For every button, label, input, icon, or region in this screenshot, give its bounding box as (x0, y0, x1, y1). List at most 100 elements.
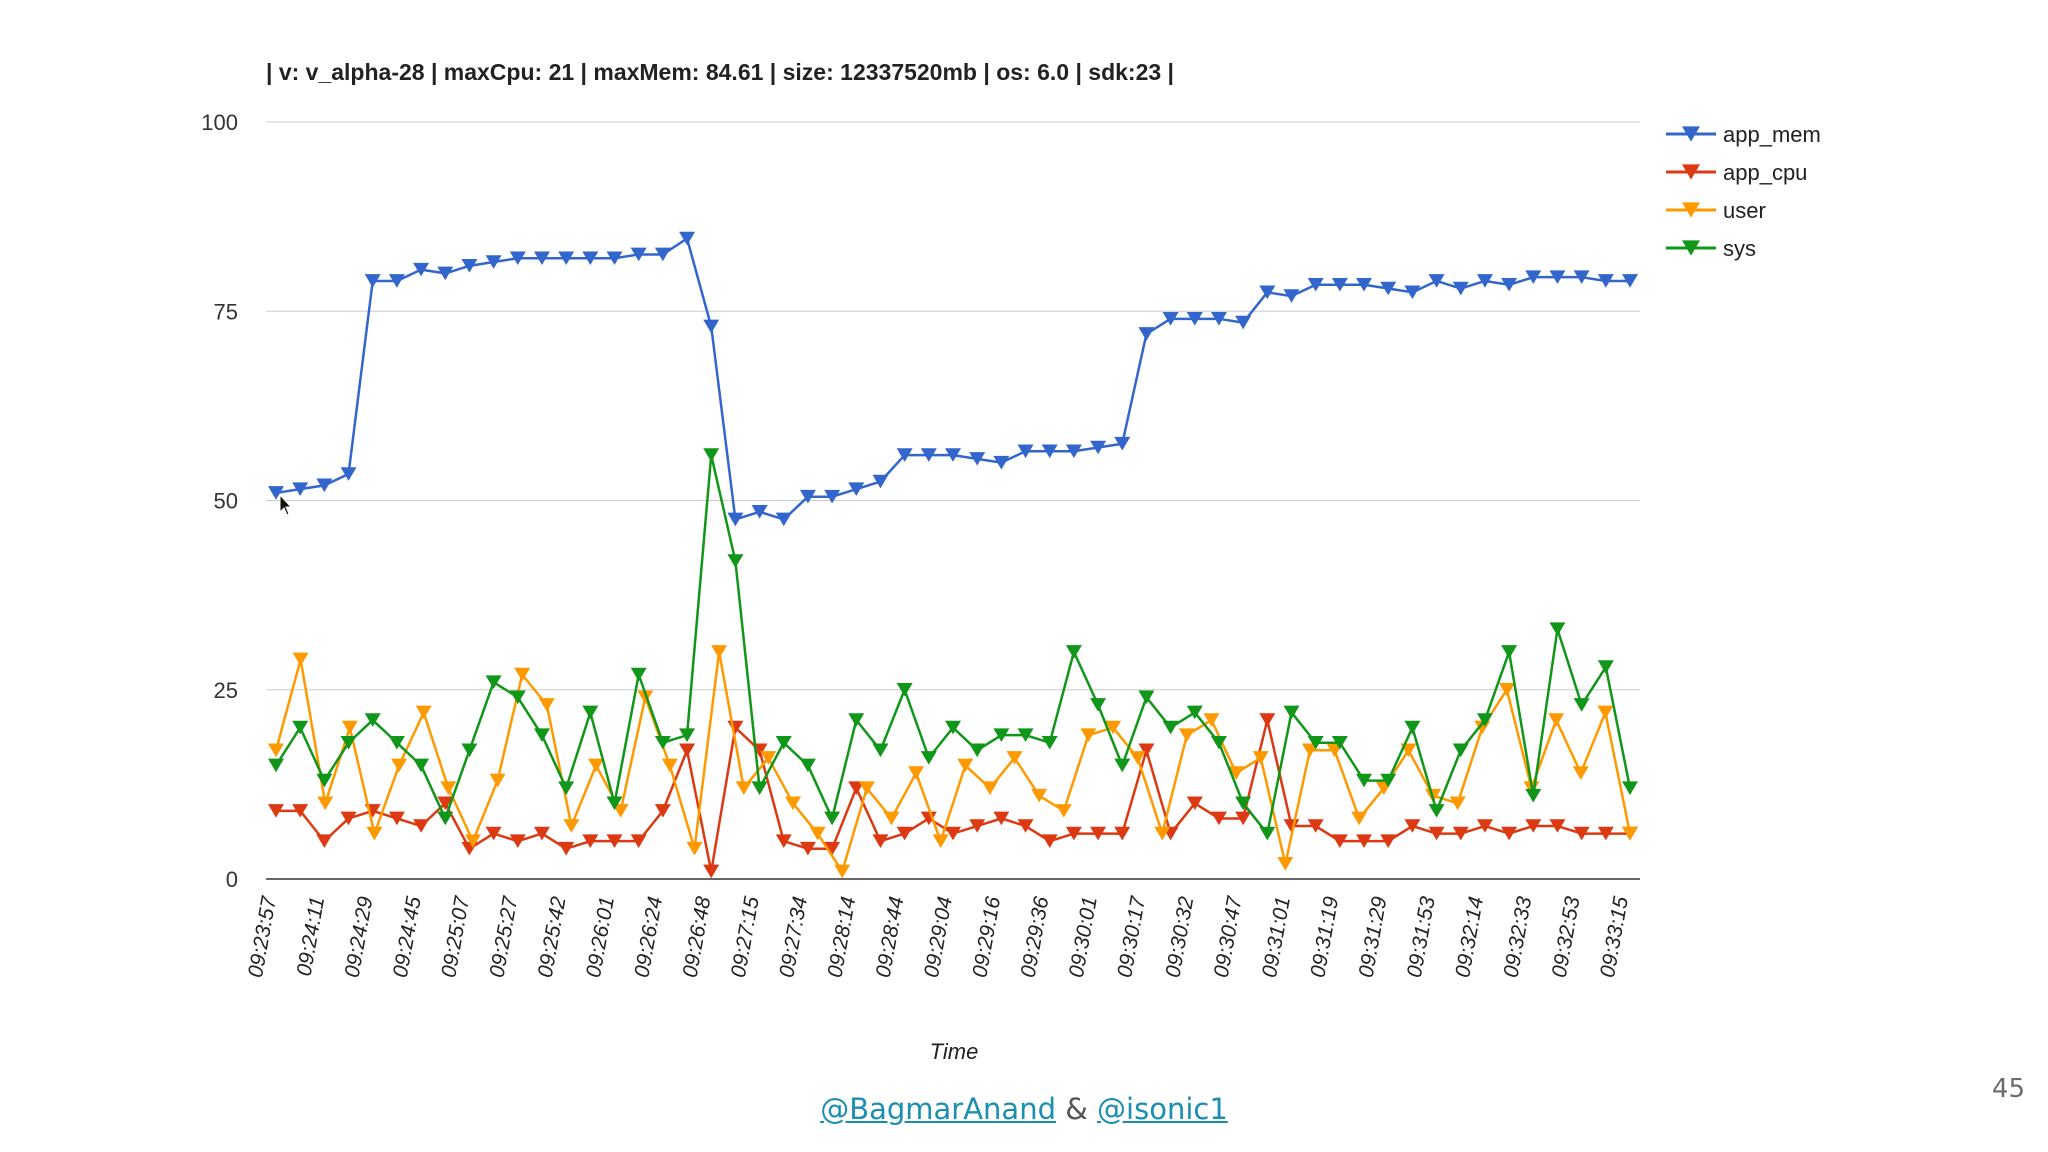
series-line-app_mem (275, 237, 1630, 521)
data-point-user (1006, 751, 1023, 765)
data-point-app_cpu (1210, 811, 1227, 826)
legend-marker (1682, 126, 1700, 142)
data-point-app_mem (1525, 270, 1542, 284)
data-point-app_cpu (1307, 819, 1324, 833)
data-point-app_mem (1041, 444, 1058, 459)
x-tick-label: 09:24:11 (293, 895, 330, 978)
data-point-sys (1428, 804, 1445, 818)
x-tick-label: 09:26:01 (582, 895, 619, 980)
data-point-user (514, 667, 531, 682)
data-point-sys (1573, 698, 1590, 712)
data-point-sys (316, 773, 333, 788)
data-point-app_mem (533, 251, 550, 266)
data-point-user (883, 811, 900, 826)
data-point-app_mem (1259, 285, 1276, 300)
data-point-sys (1017, 728, 1034, 742)
data-point-app_mem (1404, 285, 1421, 300)
data-point-app_mem (824, 489, 841, 504)
data-point-sys (340, 735, 357, 750)
x-tick-label: 09:30:17 (1113, 894, 1150, 980)
x-tick-label: 09:26:24 (630, 895, 667, 980)
data-point-sys (461, 743, 478, 758)
data-point-sys (727, 554, 744, 568)
data-point-user (1277, 857, 1294, 871)
x-axis-label: Time (930, 1039, 979, 1064)
data-point-user (981, 781, 998, 795)
data-point-user (858, 781, 875, 795)
data-point-app_mem (896, 448, 913, 462)
data-point-app_cpu (630, 834, 647, 848)
data-point-app_mem (340, 467, 357, 481)
data-point-user (415, 705, 432, 720)
data-point-app_mem (1114, 436, 1131, 451)
data-point-app_cpu (1065, 826, 1082, 841)
data-point-sys (679, 728, 696, 742)
data-point-user (268, 743, 284, 758)
series-line-user (274, 650, 1632, 873)
data-point-app_mem (268, 486, 284, 500)
data-point-app_mem (1017, 444, 1034, 459)
data-point-user (784, 796, 801, 811)
y-tick-label: 75 (214, 299, 238, 324)
data-point-app_cpu (1090, 826, 1107, 841)
data-point-sys (775, 735, 792, 750)
data-point-app_cpu (679, 743, 696, 758)
data-point-sys (1162, 720, 1179, 735)
data-point-app_mem (1597, 274, 1614, 288)
data-point-user (1572, 766, 1589, 780)
data-point-app_cpu (896, 826, 913, 841)
data-point-sys (437, 811, 454, 826)
data-point-app_cpu (969, 819, 986, 833)
data-point-sys (1114, 758, 1131, 773)
data-point-app_cpu (945, 826, 961, 841)
data-point-app_mem (1090, 440, 1107, 455)
data-point-app_mem (1138, 327, 1155, 341)
data-point-user (661, 758, 678, 773)
data-point-app_cpu (582, 834, 599, 848)
author-link-2[interactable]: @isonic1 (1097, 1092, 1228, 1126)
x-tick-label: 09:33:15 (1596, 895, 1633, 980)
data-point-app_mem (1283, 289, 1300, 303)
x-tick-label: 09:24:29 (341, 895, 378, 980)
data-point-app_cpu (340, 811, 357, 826)
data-point-app_mem (1549, 270, 1566, 284)
data-point-sys (969, 743, 986, 758)
data-point-app_mem (848, 482, 865, 496)
data-point-app_mem (920, 448, 937, 462)
data-point-sys (1210, 735, 1227, 750)
data-point-user (1597, 705, 1614, 720)
data-point-user (1105, 720, 1122, 735)
data-point-sys (1597, 660, 1614, 674)
data-point-sys (630, 667, 647, 682)
data-point-user (1449, 796, 1466, 811)
data-point-sys (1452, 743, 1469, 758)
y-axis: 0 25 50 75 100 (201, 110, 238, 892)
data-point-app_cpu (1356, 834, 1373, 848)
data-point-user (292, 652, 309, 667)
data-point-user (1301, 743, 1318, 758)
author-link-1[interactable]: @BagmarAnand (820, 1092, 1056, 1126)
data-point-sys (848, 713, 865, 727)
x-tick-label: 09:29:04 (920, 895, 957, 980)
x-tick-label: 09:27:15 (727, 895, 764, 980)
data-point-user (366, 826, 383, 841)
data-point-app_mem (582, 251, 599, 266)
chart-title: | v: v_alpha-28 | maxCpu: 21 | maxMem: 8… (266, 59, 1174, 85)
data-point-sys (1549, 622, 1566, 636)
data-point-app_mem (1501, 277, 1518, 292)
legend-marker (1682, 164, 1700, 180)
data-point-app_mem (1307, 277, 1324, 292)
data-point-app_mem (461, 259, 478, 273)
data-point-user (1228, 766, 1245, 780)
x-tick-label: 09:30:01 (1065, 895, 1102, 980)
data-point-app_mem (606, 251, 623, 266)
data-point-app_cpu (558, 841, 575, 856)
data-point-sys (1380, 773, 1397, 788)
data-point-app_mem (364, 274, 381, 288)
data-point-app_mem (654, 247, 671, 262)
data-point-app_cpu (1525, 819, 1542, 833)
data-point-app_cpu (1017, 819, 1034, 833)
data-point-app_mem (509, 251, 526, 266)
series-line-sys (274, 453, 1632, 835)
y-tick-label: 25 (214, 678, 238, 703)
